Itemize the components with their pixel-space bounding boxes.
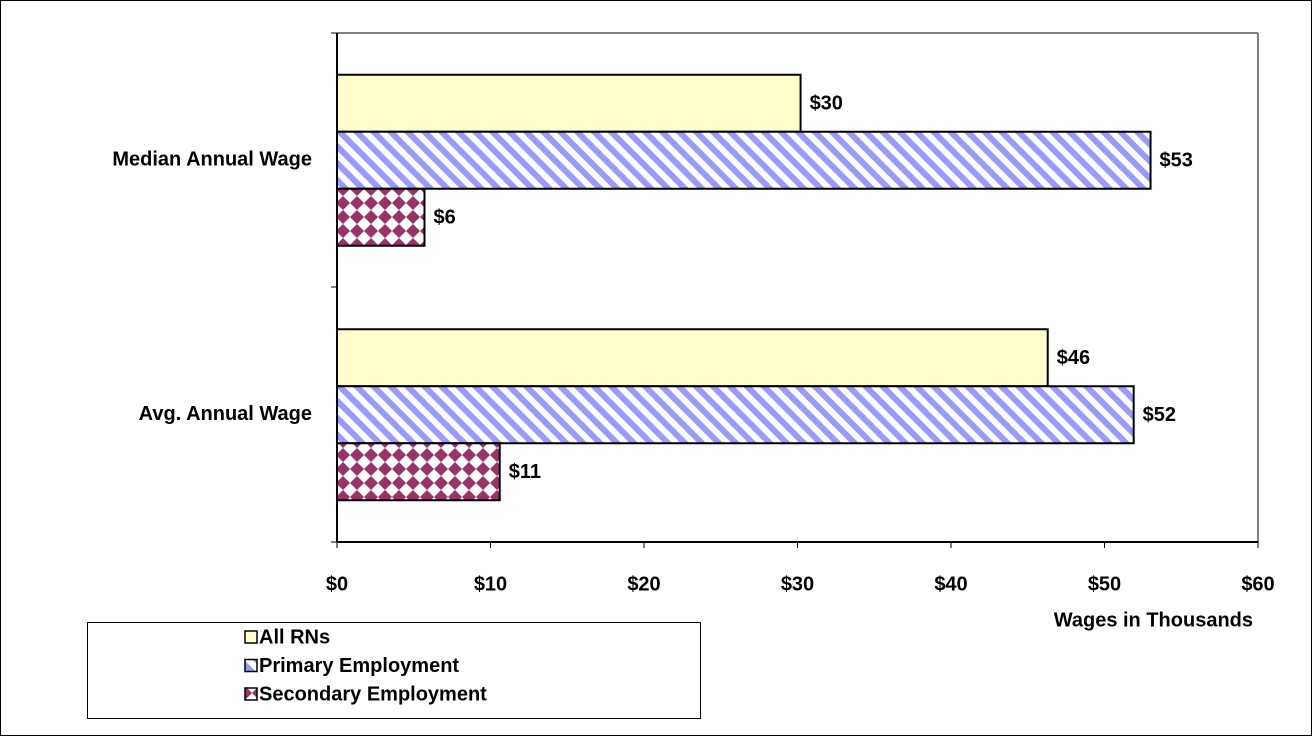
value-label: $46 (1057, 347, 1090, 369)
legend (87, 622, 701, 719)
legend-swatch (244, 687, 258, 701)
x-tick-label: $30 (781, 573, 814, 595)
legend-label: All RNs (259, 626, 330, 648)
x-tick-label: $10 (474, 573, 507, 595)
value-label: $30 (810, 93, 843, 115)
bar (336, 73, 802, 133)
x-tick-label: $0 (326, 573, 348, 595)
x-tick-label: $50 (1088, 573, 1121, 595)
bar (336, 385, 1135, 445)
bar (336, 130, 1152, 190)
bar (336, 187, 426, 247)
value-label: $11 (509, 461, 541, 483)
x-tick-label: $60 (1241, 573, 1274, 595)
value-label: $6 (433, 207, 455, 229)
value-label: $53 (1160, 150, 1193, 172)
x-tick-label: $40 (934, 573, 967, 595)
legend-swatch (244, 630, 258, 644)
category-label: Median Annual Wage (112, 149, 312, 171)
bar (336, 328, 1049, 388)
x-tick-label: $20 (627, 573, 660, 595)
value-label: $52 (1143, 404, 1176, 426)
legend-label: Primary Employment (259, 655, 459, 677)
x-axis-label: Wages in Thousands (1054, 609, 1253, 631)
category-label: Avg. Annual Wage (139, 403, 312, 425)
bar (336, 442, 501, 502)
legend-label: Secondary Employment (259, 683, 487, 705)
legend-swatch (244, 658, 258, 673)
